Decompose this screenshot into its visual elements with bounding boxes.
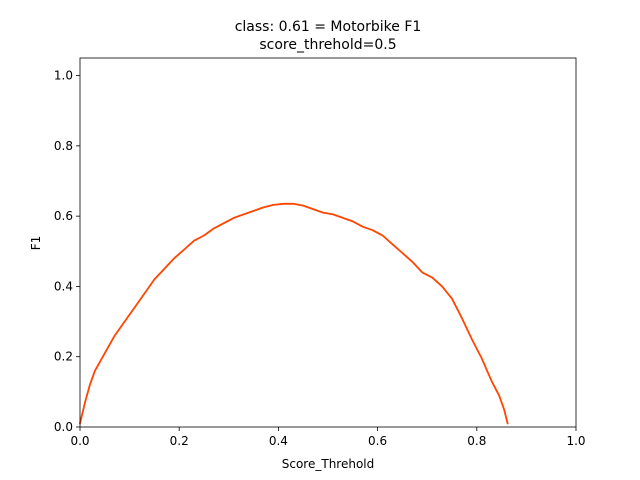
x-tick-label: 0.0 xyxy=(70,434,89,448)
x-tick-label: 0.2 xyxy=(170,434,189,448)
x-tick-label: 1.0 xyxy=(566,434,585,448)
y-tick-label: 0.0 xyxy=(54,420,73,434)
y-tick-label: 1.0 xyxy=(54,69,73,83)
plot-area xyxy=(80,58,576,427)
y-tick-label: 0.2 xyxy=(54,350,73,364)
plot-frame xyxy=(79,57,577,428)
y-tick-label: 0.6 xyxy=(54,209,73,223)
x-axis-label: Score_Threhold xyxy=(282,457,375,471)
y-axis-label: F1 xyxy=(29,236,43,251)
series-lines xyxy=(79,202,509,425)
chart-title-line1: class: 0.61 = Motorbike F1 xyxy=(235,19,422,35)
x-tick-label: 0.4 xyxy=(269,434,288,448)
y-tick-label: 0.8 xyxy=(54,139,73,153)
y-tick-label: 0.4 xyxy=(54,279,73,293)
f1-curve xyxy=(79,202,509,425)
x-tick-label: 0.8 xyxy=(467,434,486,448)
axis-ticks: 0.0 0.2 0.4 0.6 0.8 1.0 0.0 0.2 0.4 0.6 0.8 1.0 xyxy=(54,69,586,448)
x-tick-label: 0.6 xyxy=(368,434,387,448)
chart-title-line2: score_threhold=0.5 xyxy=(259,37,396,53)
